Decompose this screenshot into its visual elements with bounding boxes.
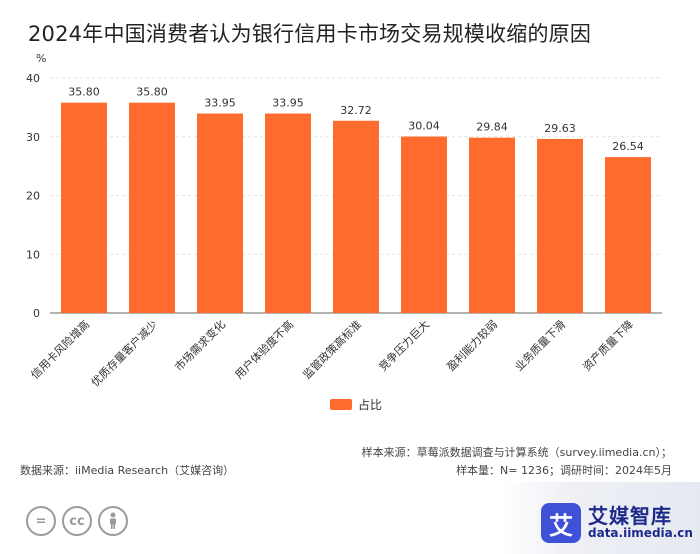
x-tick-label: 业务质量下滑 — [512, 318, 568, 374]
x-tick-label: 用户体验度不高 — [232, 317, 296, 381]
value-label: 35.80 — [136, 86, 168, 99]
bar — [197, 113, 243, 313]
bar — [61, 102, 107, 313]
legend-label: 占比 — [358, 398, 383, 412]
y-tick-label: 10 — [26, 248, 40, 261]
value-label: 33.95 — [272, 97, 304, 110]
x-tick-label: 竞争压力巨大 — [376, 317, 433, 374]
value-label: 29.63 — [544, 122, 576, 135]
y-tick-label: 30 — [26, 131, 40, 144]
legend: 占比 — [330, 396, 382, 413]
bars — [61, 102, 651, 314]
data-source: 数据来源：iiMedia Research（艾媒咨询） — [20, 464, 235, 477]
y-tick-label: 20 — [26, 190, 40, 203]
bar — [537, 138, 583, 313]
value-label: 30.04 — [408, 120, 440, 133]
brand-name: 艾媒智库 — [588, 504, 672, 528]
y-tick-label: 0 — [33, 307, 40, 320]
bar — [605, 157, 651, 313]
bar — [265, 113, 311, 313]
value-label: 35.80 — [68, 86, 100, 99]
value-label: 29.84 — [476, 121, 508, 134]
x-tick-label: 盈利能力较弱 — [444, 317, 501, 374]
license-icons: = cc — [26, 506, 128, 536]
brand-band — [500, 482, 700, 554]
bar — [129, 102, 175, 313]
bar — [333, 120, 379, 314]
value-label: 33.95 — [204, 97, 236, 110]
cc-icon: cc — [62, 506, 92, 536]
value-label: 26.54 — [612, 140, 644, 153]
equals-icon: = — [26, 506, 56, 536]
sample-source: 样本来源：草莓派数据调查与计算系统（survey.iimedia.cn）； — [361, 446, 672, 459]
bar-chart: 0 10 20 30 40 35.80 35.80 33.95 33.95 32.72 30.04… — [26, 52, 662, 389]
person-icon — [98, 506, 128, 536]
x-tick-label: 信用卡风险增高 — [28, 317, 92, 381]
y-axis-label: % — [36, 52, 46, 65]
bar — [401, 136, 447, 313]
y-tick-label: 40 — [26, 72, 40, 85]
value-labels: 35.80 35.80 33.95 33.95 32.72 30.04 29.84 29.63… — [68, 86, 644, 153]
x-tick-label: 监管政策高标准 — [300, 317, 364, 381]
legend-swatch — [330, 399, 352, 410]
sample-size: 样本量：N= 1236；调研时间：2024年5月 — [456, 464, 672, 477]
x-tick-label: 市场需求变化 — [172, 317, 229, 374]
x-tick-label: 资产质量下降 — [580, 317, 637, 374]
brand-logo-icon: 艾 — [541, 503, 581, 543]
brand-url: data.iimedia.cn — [588, 526, 693, 540]
x-tick-label: 优质存量客户减少 — [88, 317, 160, 389]
bar — [469, 137, 515, 313]
value-label: 32.72 — [340, 104, 372, 117]
chart-title: 2024年中国消费者认为银行信用卡市场交易规模收缩的原因 — [28, 22, 592, 46]
